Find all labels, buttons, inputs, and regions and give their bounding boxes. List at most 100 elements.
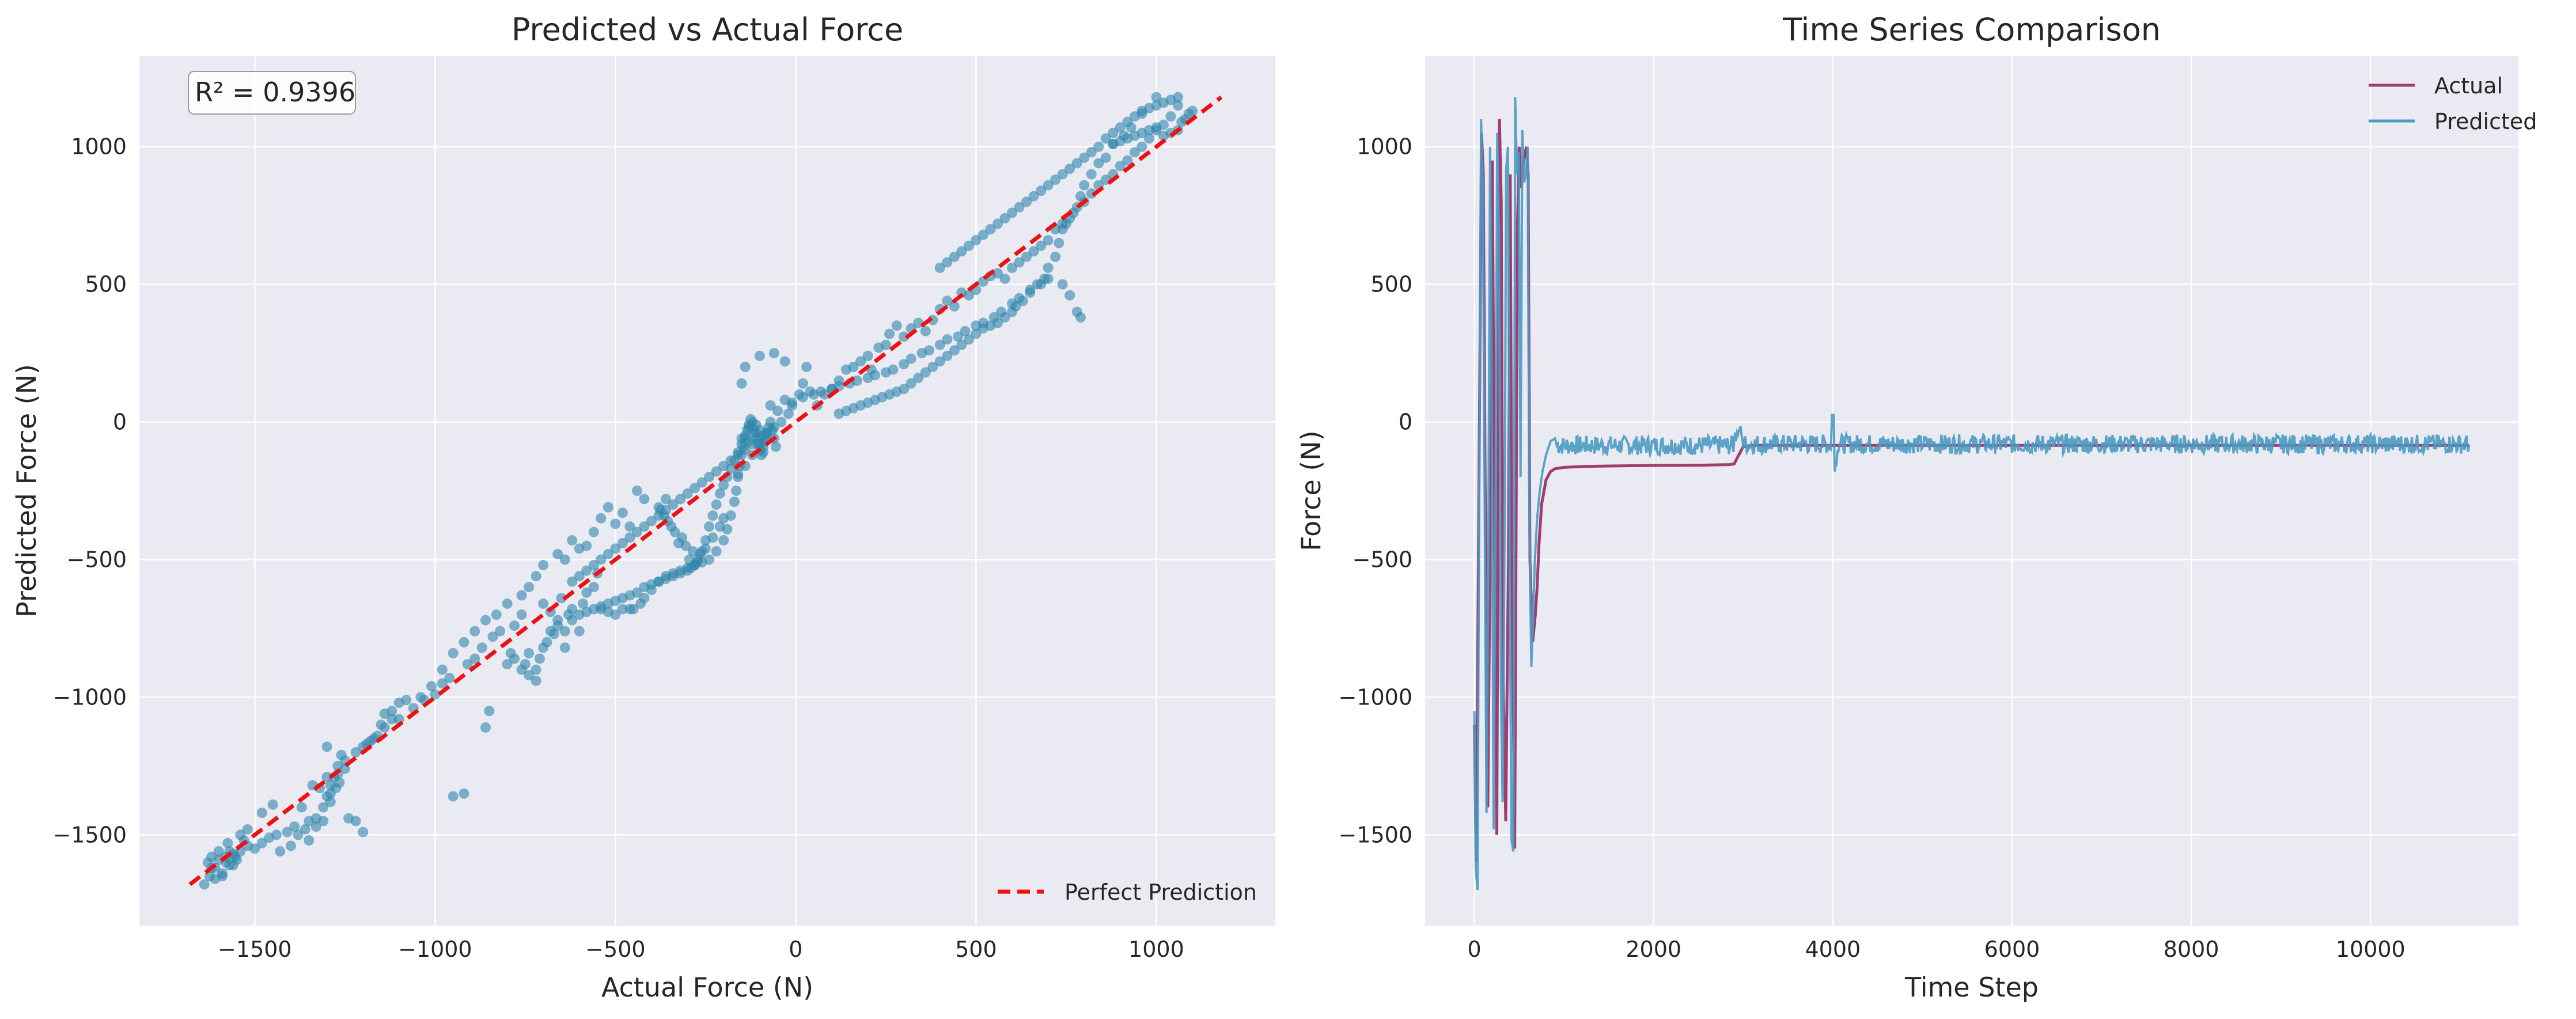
time-series-y-tick-label: 1000 [1357, 134, 1412, 160]
scatter-point [387, 706, 397, 717]
scatter-point [1014, 293, 1025, 304]
scatter-point [516, 590, 527, 601]
scatter-point [1075, 191, 1086, 202]
scatter-point [232, 854, 243, 865]
scatter-y-axis-label: Predicted Force (N) [11, 364, 42, 618]
scatter-point [574, 543, 585, 554]
scatter-point [426, 681, 437, 692]
time-series-chart-title: Time Series Comparison [1782, 12, 2161, 48]
scatter-point [934, 339, 945, 350]
scatter-point [224, 859, 235, 870]
scatter-point [567, 576, 578, 587]
scatter-point [927, 361, 938, 372]
scatter-point [202, 857, 213, 868]
time-series-x-axis-label: Time Step [1904, 972, 2039, 1003]
scatter-point [603, 548, 613, 559]
scatter-point [1036, 240, 1047, 251]
scatter-point [1028, 246, 1039, 257]
scatter-point [1115, 161, 1126, 172]
scatter-point [747, 438, 758, 449]
scatter-x-tick-label: 500 [955, 937, 997, 962]
scatter-point [487, 631, 498, 642]
time-series-y-tick-label: 0 [1399, 410, 1412, 435]
scatter-point [631, 486, 642, 496]
scatter-point [318, 802, 329, 813]
scatter-point [1036, 279, 1047, 290]
scatter-point [949, 345, 960, 356]
scatter-point [639, 593, 650, 604]
scatter-point [222, 838, 233, 848]
scatter-point [321, 771, 332, 782]
time-series-chart: 0 2000 4000 6000 8000 10000 −1500 −1000 −500 0 50… [1295, 12, 2537, 1003]
scatter-point [484, 706, 495, 717]
scatter-point [797, 378, 808, 389]
scatter-point [729, 497, 740, 507]
scatter-point [495, 626, 506, 637]
scatter-point [772, 406, 783, 416]
scatter-point [1122, 116, 1133, 127]
scatter-points [199, 92, 1198, 890]
scatter-grid [139, 56, 1275, 926]
scatter-point [956, 339, 967, 350]
scatter-point [1151, 92, 1162, 103]
r-squared-annotation: R² = 0.9396 [195, 77, 355, 108]
scatter-point [684, 554, 695, 565]
scatter-point [1151, 122, 1162, 133]
scatter-point [942, 296, 953, 306]
scatter-point [524, 670, 535, 681]
scatter-point [552, 620, 563, 631]
legend-predicted: Predicted [2434, 109, 2537, 134]
scatter-x-tick-labels: −1500 −1000 −500 0 500 1000 [218, 937, 1184, 962]
scatter-point [653, 510, 664, 521]
scatter-point [920, 325, 931, 336]
scatter-point [459, 637, 469, 647]
scatter-point [502, 598, 513, 609]
scatter-point [733, 472, 744, 483]
scatter-point [1043, 262, 1054, 273]
scatter-point [985, 224, 996, 235]
time-series-y-tick-label: −500 [1353, 547, 1412, 572]
scatter-point [617, 507, 628, 518]
scatter-point [1006, 306, 1017, 317]
scatter-point [1075, 312, 1086, 323]
scatter-point [264, 832, 275, 843]
scatter-point [325, 796, 336, 807]
scatter-point [711, 499, 722, 510]
scatter-point [971, 320, 982, 331]
scatter-point [787, 400, 798, 411]
scatter-point [581, 587, 592, 598]
scatter-point [971, 328, 982, 339]
scatter-point [934, 356, 945, 367]
scatter-point [783, 408, 794, 419]
scatter-point [1100, 133, 1111, 144]
scatter-point [610, 543, 621, 554]
scatter-point [559, 626, 570, 637]
r-squared-box [188, 71, 356, 115]
scatter-point [1129, 147, 1140, 158]
scatter-point [639, 494, 650, 505]
scatter-point [999, 213, 1010, 224]
scatter-point [581, 565, 592, 576]
scatter-point [711, 466, 722, 477]
scatter-point [862, 350, 873, 361]
scatter-point [1014, 257, 1025, 268]
time-series-legend: Actual Predicted [2369, 73, 2537, 134]
scatter-point [596, 513, 607, 524]
scatter-point [646, 516, 657, 526]
scatter-point [318, 816, 329, 827]
scatter-point [275, 846, 286, 857]
scatter-point [538, 560, 549, 571]
scatter-point [704, 554, 715, 565]
scatter-point [714, 488, 725, 499]
scatter-point [491, 609, 502, 620]
predicted-series-line [1473, 97, 2471, 891]
scatter-point [736, 378, 747, 389]
scatter-point [480, 722, 491, 733]
scatter-point [267, 799, 278, 810]
scatter-x-tick-label: −500 [585, 937, 645, 962]
scatter-point [1050, 251, 1061, 262]
scatter-point [725, 455, 736, 466]
scatter-point [350, 816, 361, 827]
scatter-point [740, 433, 751, 444]
scatter-point [971, 235, 982, 246]
